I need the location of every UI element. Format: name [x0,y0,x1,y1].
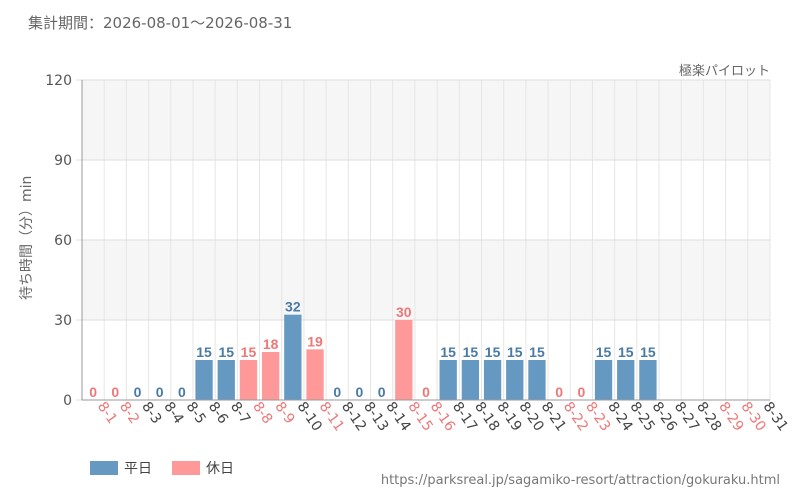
data-label-8-18: 15 [463,344,479,360]
bar-8-15 [395,320,413,400]
data-label-8-9: 18 [263,336,279,352]
bar-8-10 [284,314,302,400]
data-label-8-26: 15 [640,344,656,360]
x-tick-label-8-4: 8-4 [160,399,186,427]
bar-8-26 [639,360,657,400]
data-label-8-7: 15 [218,344,234,360]
data-label-8-3: 0 [134,384,142,400]
bar-8-11 [306,349,324,400]
data-label-8-13: 0 [356,384,364,400]
y-tick-label: 60 [54,233,72,249]
x-tick-label-8-3: 8-3 [138,399,164,427]
data-label-8-4: 0 [156,384,164,400]
x-tick-label-8-8: 8-8 [249,399,275,427]
bar-8-9 [261,352,280,400]
data-label-8-16: 0 [422,384,430,400]
legend-item-weekday: 平日 [90,458,152,478]
plot-band [82,240,770,320]
data-label-8-2: 0 [111,384,119,400]
data-label-8-17: 15 [440,344,456,360]
source-url: https://parksreal.jp/sagamiko-resort/att… [380,473,780,488]
data-label-8-1: 0 [89,384,97,400]
bar-8-17 [439,360,457,400]
bar-8-20 [506,360,524,400]
chart-legend: 平日 休日 [90,458,234,478]
data-label-8-10: 32 [285,299,301,315]
data-label-8-19: 15 [485,344,501,360]
y-tick-label: 90 [54,153,72,169]
data-label-8-12: 0 [333,384,341,400]
y-tick-label: 30 [54,313,72,329]
data-label-8-11: 19 [307,333,323,349]
x-tick-label-8-2: 8-2 [116,399,142,427]
period-label: 集計期間：2026-08-01〜2026-08-31 [28,14,293,32]
bar-8-24 [594,360,613,400]
attraction-name: 極楽パイロット [678,64,770,79]
data-label-8-25: 15 [618,344,634,360]
data-label-8-6: 15 [196,344,212,360]
x-tick-label-8-7: 8-7 [227,399,253,427]
data-label-8-5: 0 [178,384,186,400]
bar-8-8 [239,360,258,400]
bar-8-25 [617,360,635,400]
y-tick-label: 120 [45,73,72,89]
bar-8-18 [461,360,480,400]
legend-item-holiday: 休日 [172,458,234,478]
data-label-8-8: 15 [241,344,257,360]
x-tick-label-8-5: 8-5 [183,399,209,427]
bar-8-21 [528,360,546,400]
x-tick-label-8-1: 8-1 [94,399,120,427]
data-label-8-23: 0 [577,384,585,400]
bar-8-7 [217,360,235,400]
legend-label-holiday: 休日 [206,461,234,477]
data-label-8-15: 30 [396,304,412,320]
data-label-8-14: 0 [378,384,386,400]
x-tick-label-8-6: 8-6 [205,399,231,427]
bar-8-6 [195,360,213,400]
data-label-8-24: 15 [596,344,612,360]
data-label-8-22: 0 [555,384,563,400]
x-tick-label-8-31: 8-31 [760,399,791,434]
x-tick-label-8-9: 8-9 [271,399,297,427]
legend-swatch-weekday [90,461,118,475]
plot-band [82,160,770,240]
legend-swatch-holiday [172,461,200,475]
data-label-8-21: 15 [529,344,545,360]
bar-8-19 [483,360,502,400]
y-tick-label: 0 [63,393,72,409]
data-label-8-20: 15 [507,344,523,360]
plot-band [82,80,770,160]
legend-label-weekday: 平日 [124,461,152,477]
